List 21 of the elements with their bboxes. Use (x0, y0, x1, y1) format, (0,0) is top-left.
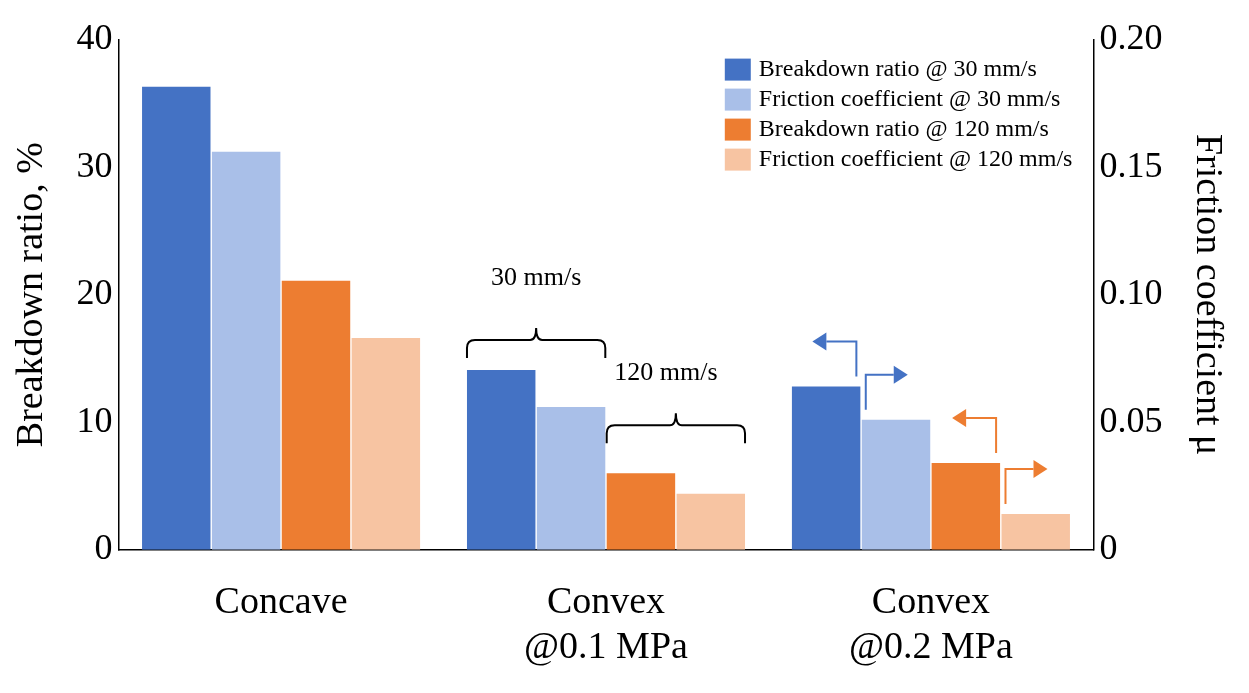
y-axis-title: Breakdown ratio, % (7, 142, 50, 448)
y2-tick-label: 0.20 (1099, 17, 1163, 58)
y-tick-label: 0 (94, 527, 113, 568)
y2-tick-label: 0 (1099, 527, 1118, 568)
legend-label: Breakdown ratio @ 120 mm/s (758, 114, 1049, 141)
y-tick-label: 40 (76, 17, 113, 58)
y-tick-label: 30 (76, 144, 113, 185)
y2-axis-title: Friction coefficient μ (1189, 133, 1232, 456)
x-tick-label: Convex @0.2 MPa (849, 578, 1013, 667)
y-tick-label: 20 (76, 272, 113, 313)
y2-tick-label: 0.05 (1099, 399, 1163, 440)
legend-label: Friction coefficient @ 30 mm/s (758, 84, 1061, 111)
legend-label: Friction coefficient @ 120 mm/s (758, 144, 1073, 171)
legend-label: Breakdown ratio @ 30 mm/s (758, 54, 1037, 81)
x-tick-label: Concave (214, 578, 348, 621)
y2-tick-label: 0.15 (1099, 144, 1163, 185)
annotation: 30 mm/s (490, 261, 582, 291)
y-tick-label: 10 (76, 399, 113, 440)
y2-tick-label: 0.10 (1099, 272, 1163, 313)
annotation: 120 mm/s (614, 357, 718, 387)
x-tick-label: Convex @0.1 MPa (524, 578, 689, 667)
